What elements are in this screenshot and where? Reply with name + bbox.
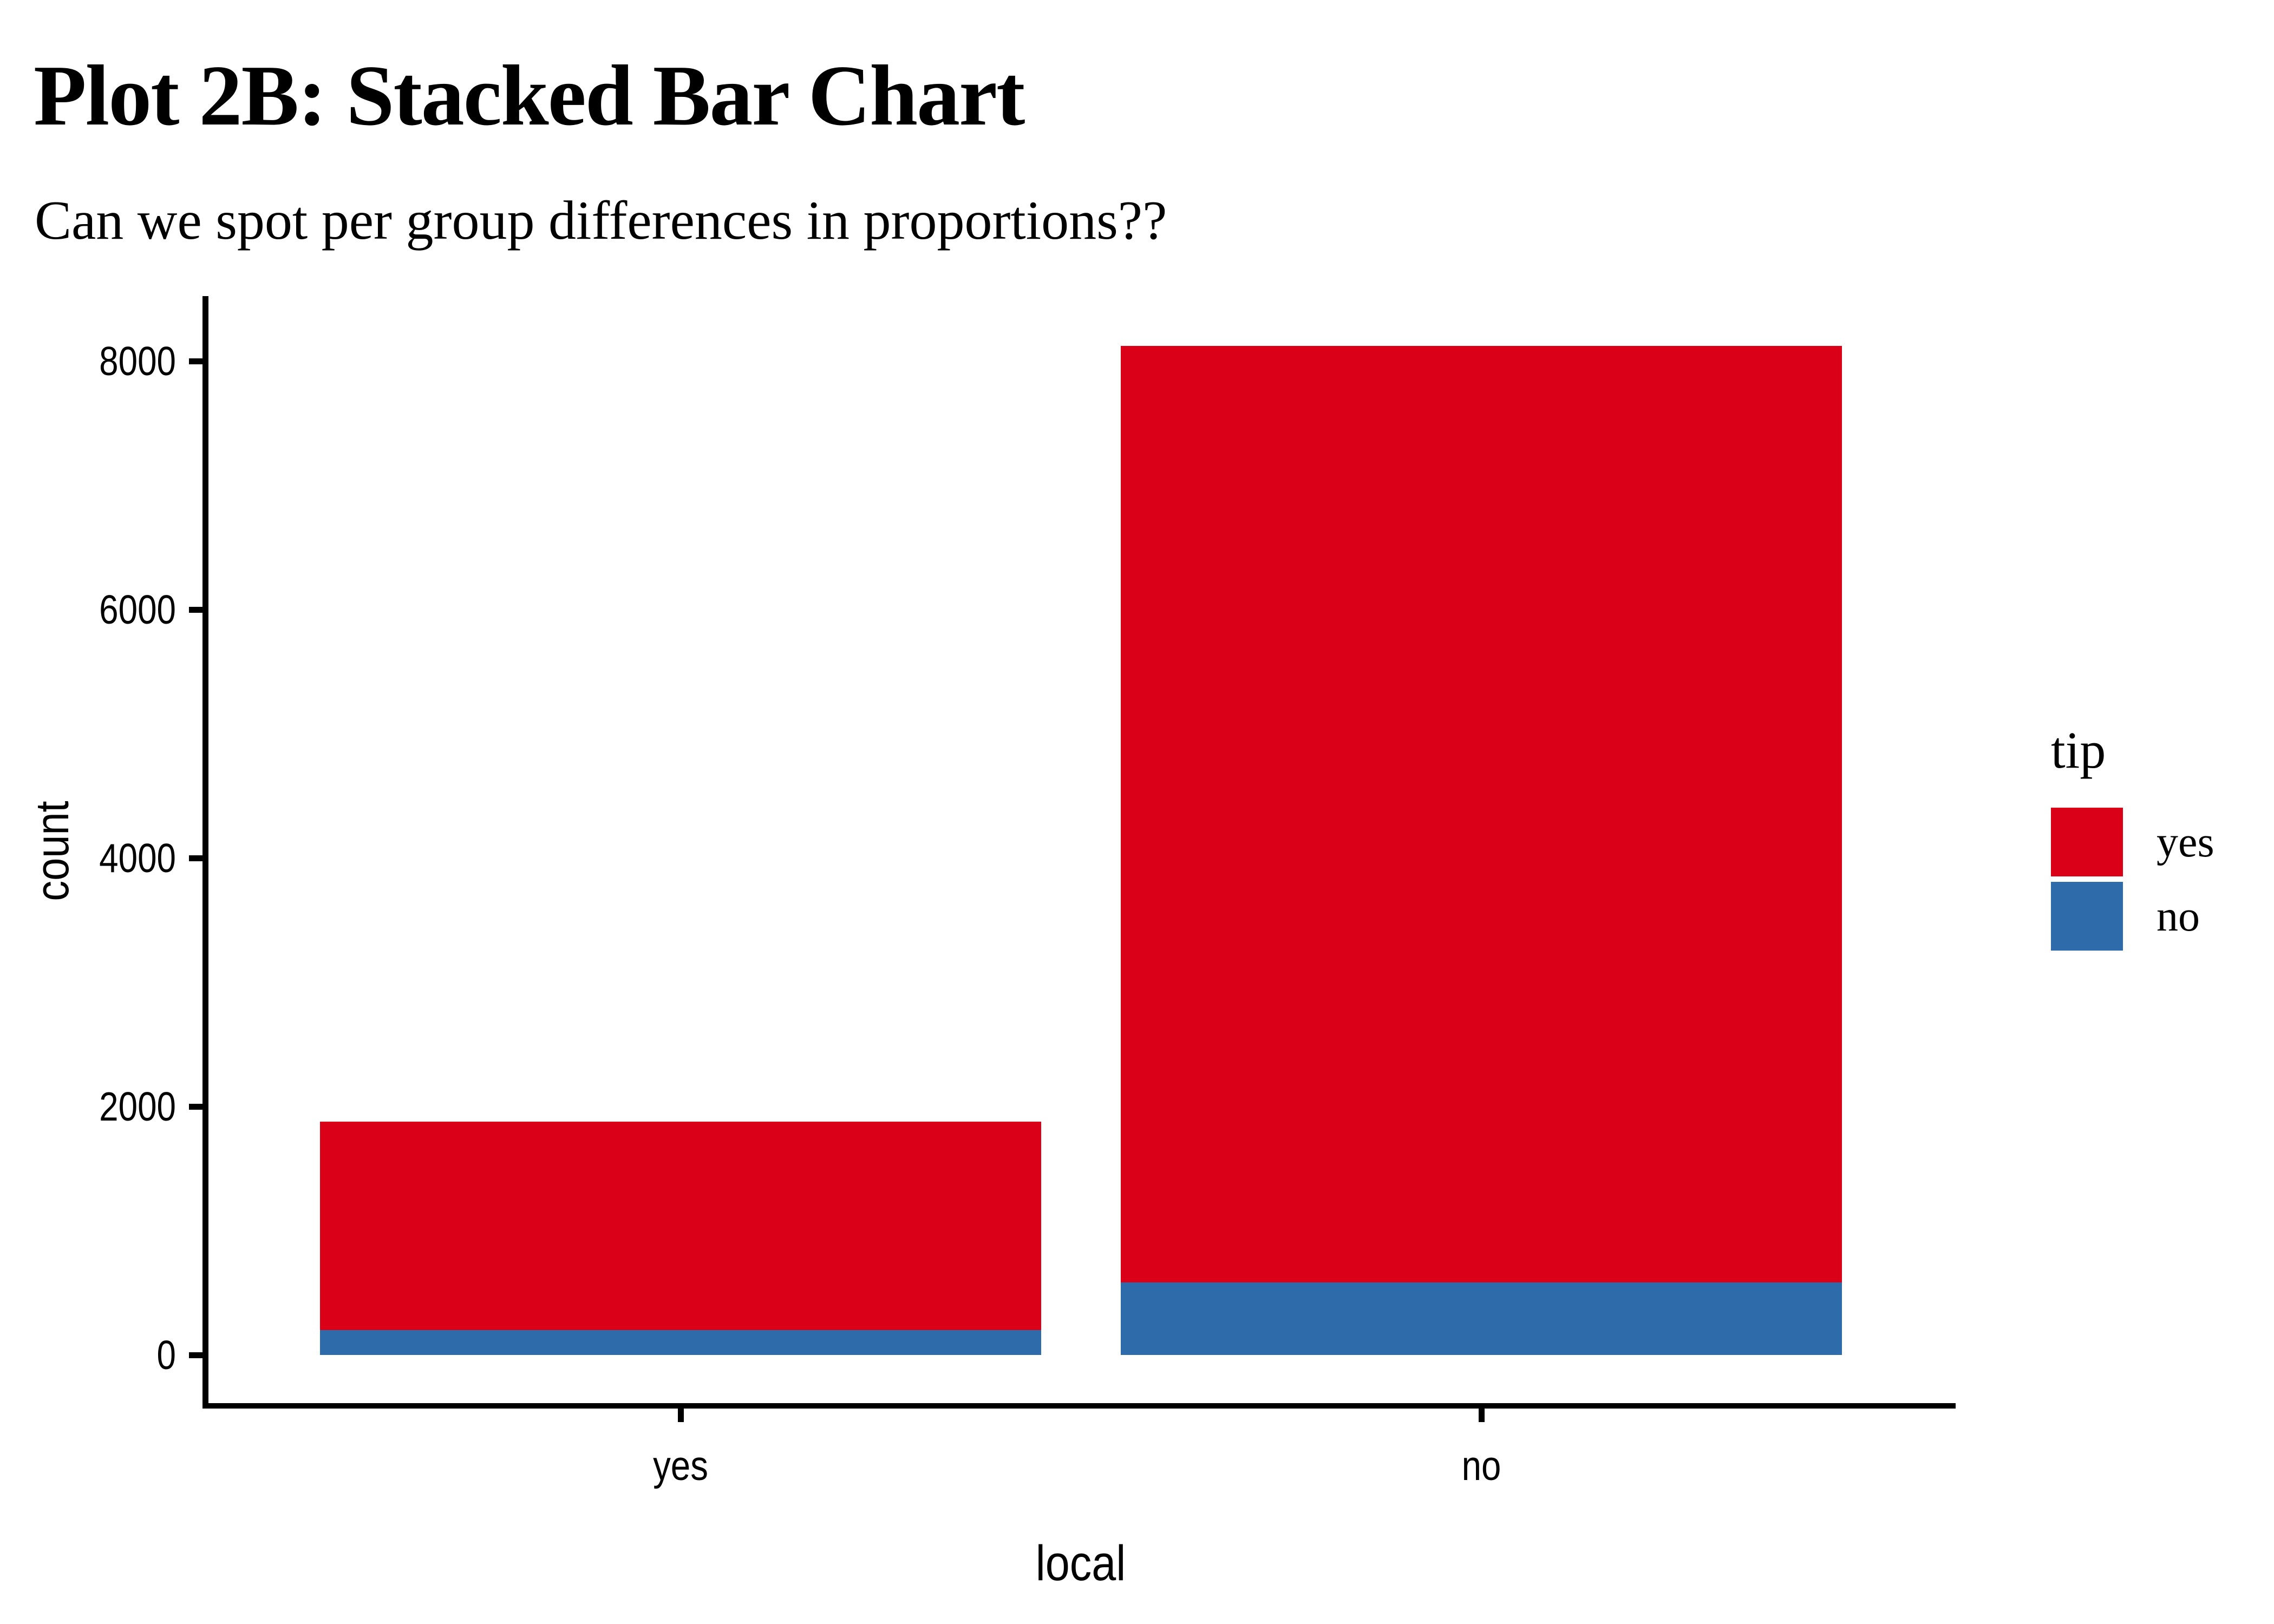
legend: tip yes no (2051, 724, 2214, 956)
x-tick-label: yes (653, 1443, 708, 1489)
y-tick-mark (189, 606, 203, 613)
y-tick-mark (189, 358, 203, 364)
bar-segment (1121, 346, 1842, 1282)
y-axis-title: count (27, 801, 79, 901)
legend-swatch (2051, 882, 2123, 951)
y-tick-mark (189, 1352, 203, 1358)
y-tick-mark (189, 1103, 203, 1110)
legend-swatch (2051, 808, 2123, 876)
chart-subtitle: Can we spot per group differences in pro… (35, 190, 1167, 251)
legend-title: tip (2051, 721, 2106, 779)
legend-entry: yes (2051, 808, 2214, 876)
bar-segment (1121, 1282, 1842, 1355)
legend-label: no (2157, 892, 2200, 940)
y-tick-mark (189, 855, 203, 861)
chart-title: Plot 2B: Stacked Bar Chart (34, 47, 1025, 143)
y-tick-label: 8000 (99, 338, 176, 384)
x-tick-mark (677, 1406, 684, 1422)
x-tick-mark (1478, 1406, 1485, 1422)
y-tick-label: 0 (156, 1332, 176, 1378)
legend-entry: no (2051, 882, 2214, 951)
bar-segment (320, 1121, 1041, 1331)
bar-segment (320, 1330, 1041, 1355)
x-axis-line (202, 1403, 1956, 1409)
legend-label: yes (2157, 818, 2214, 866)
y-tick-label: 4000 (99, 835, 176, 881)
x-axis-title: local (1035, 1536, 1126, 1591)
y-tick-label: 6000 (99, 587, 176, 632)
y-axis-line (202, 296, 208, 1409)
y-tick-label: 2000 (99, 1084, 176, 1129)
legend-entries: yes no (2051, 808, 2214, 956)
x-tick-label: no (1461, 1443, 1501, 1489)
